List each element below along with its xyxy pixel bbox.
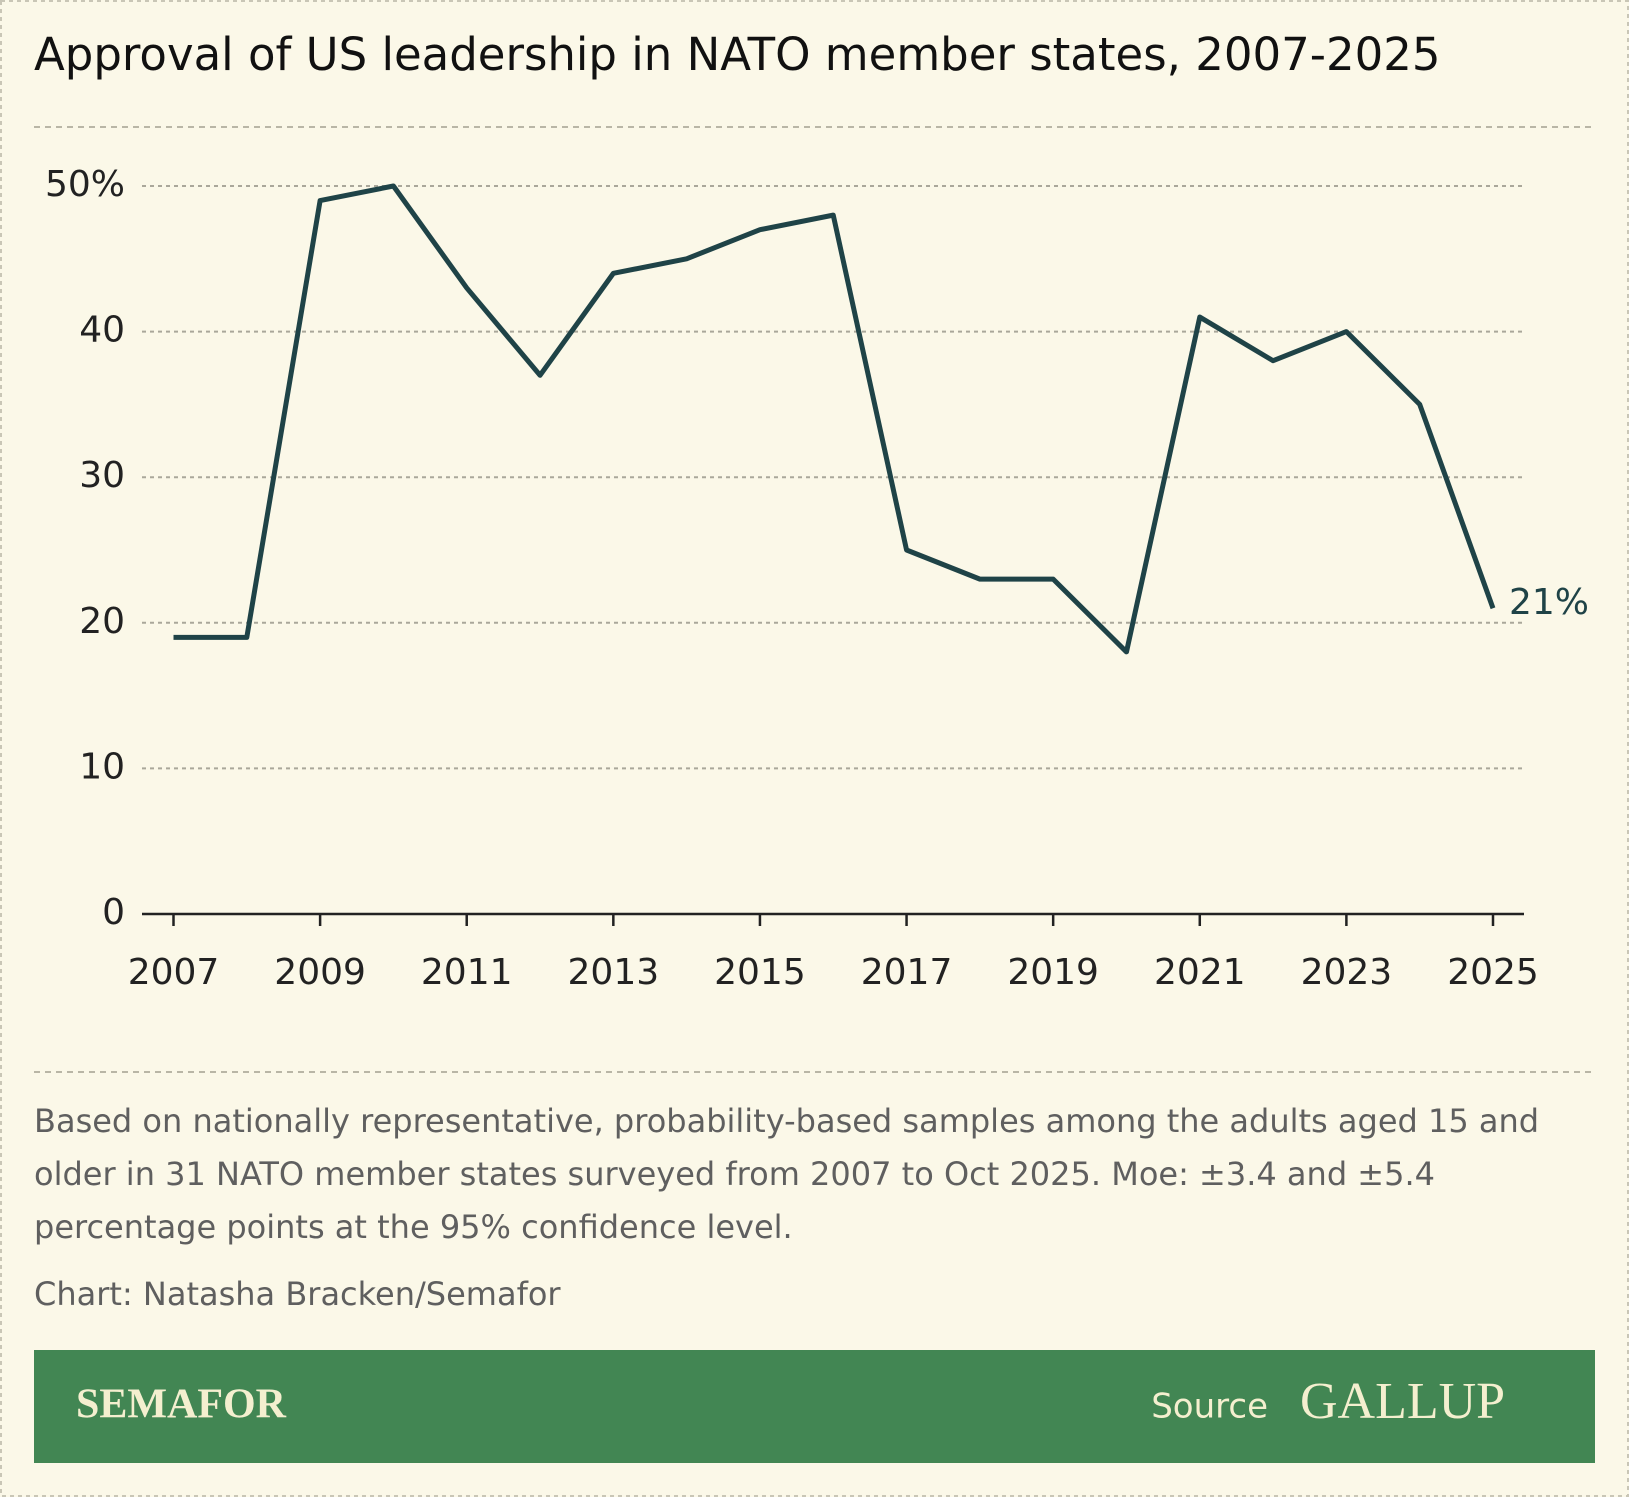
footer-band — [34, 1350, 1595, 1463]
x-tick-label: 2021 — [1154, 952, 1246, 993]
x-tick-label: 2013 — [568, 952, 660, 993]
brand: SEMAFOR — [76, 1382, 287, 1428]
x-tick-label: 2025 — [1447, 952, 1539, 993]
y-tick-label: 30 — [79, 455, 125, 496]
note: Based on nationally representative, prob… — [34, 1102, 1540, 1246]
y-tick-label: 10 — [79, 746, 125, 787]
series-line — [173, 183, 1496, 655]
footer-notes: Based on nationally representative, prob… — [34, 1102, 1540, 1313]
x-tick-label: 2007 — [128, 952, 220, 993]
data-label: 21% — [1509, 582, 1589, 623]
source-label: Source — [1151, 1387, 1268, 1427]
x-tick-label: 2011 — [421, 952, 513, 993]
credit: Chart: Natasha Bracken/Semafor — [34, 1275, 561, 1313]
chart-title: Approval of US leadership in NATO member… — [34, 28, 1441, 81]
x-tick-label: 2009 — [274, 952, 366, 993]
x-tick-label: 2023 — [1301, 952, 1393, 993]
x-tick-label: 2019 — [1007, 952, 1099, 993]
x-tick-label: 2017 — [861, 952, 953, 993]
y-tick-label: 50% — [45, 164, 125, 205]
x-tick-label: 2015 — [714, 952, 806, 993]
y-tick-label: 20 — [79, 601, 125, 642]
y-tick-label: 0 — [102, 892, 125, 933]
source-logo: GALLUP — [1300, 1373, 1505, 1430]
y-tick-label: 40 — [79, 310, 125, 351]
